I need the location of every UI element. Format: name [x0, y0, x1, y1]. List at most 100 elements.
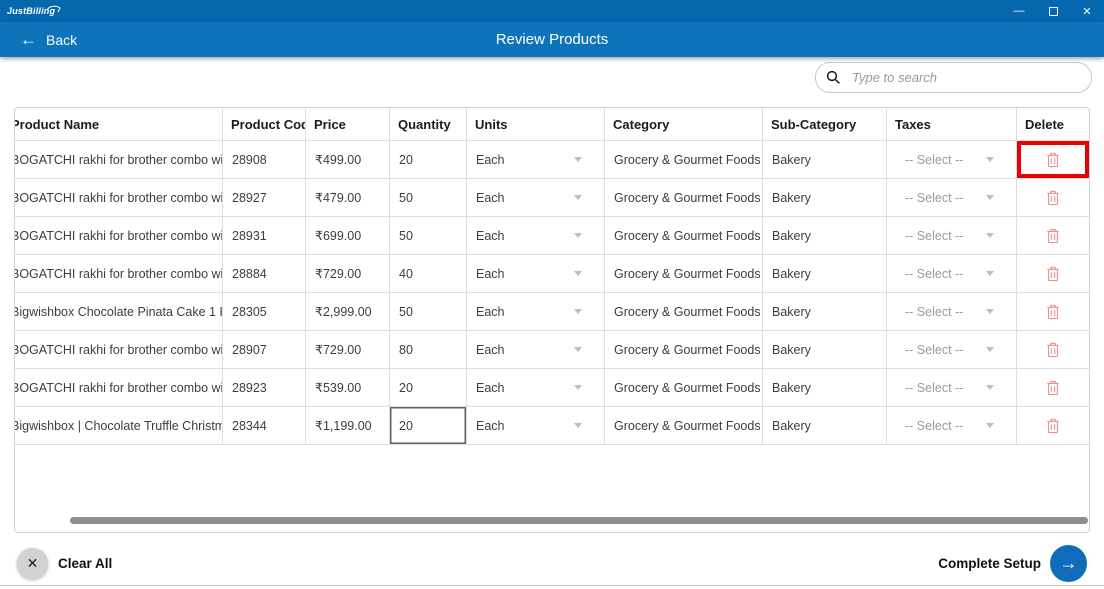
column-header-taxes: Taxes: [887, 108, 1017, 141]
cell-category: Grocery & Gourmet Foods: [605, 407, 763, 445]
taxes-dropdown[interactable]: -- Select --: [887, 217, 1017, 255]
cell-sub-category: Bakery: [763, 331, 887, 369]
close-button[interactable]: ✕: [1070, 0, 1104, 22]
trash-icon: [1047, 304, 1059, 319]
chevron-down-icon: [574, 195, 582, 200]
cell-product-name: BOGATCHI rakhi for brother combo wi...: [15, 141, 223, 179]
cell-product-code: 28927: [223, 179, 306, 217]
cell-price: ₹1,199.00: [306, 407, 390, 445]
cell-price: ₹479.00: [306, 179, 390, 217]
delete-button[interactable]: [1017, 293, 1089, 331]
column-header-units: Units: [467, 108, 605, 141]
trash-icon: [1047, 380, 1059, 395]
taxes-dropdown[interactable]: -- Select --: [887, 293, 1017, 331]
cell-price: ₹699.00: [306, 217, 390, 255]
cell-product-code: 28908: [223, 141, 306, 179]
footer-divider: [0, 585, 1104, 586]
column-header-product-code: Product Code: [223, 108, 306, 141]
column-header-category: Category: [605, 108, 763, 141]
cell-sub-category: Bakery: [763, 293, 887, 331]
taxes-dropdown[interactable]: -- Select --: [887, 331, 1017, 369]
table-body: BOGATCHI rakhi for brother combo wi... 2…: [15, 141, 1089, 445]
delete-button[interactable]: [1017, 217, 1089, 255]
quantity-cell[interactable]: 40: [390, 255, 467, 293]
taxes-dropdown[interactable]: -- Select --: [887, 407, 1017, 445]
units-dropdown[interactable]: Each: [467, 255, 605, 293]
search-box[interactable]: [815, 62, 1092, 93]
trash-icon: [1047, 266, 1059, 281]
trash-icon: [1047, 152, 1059, 167]
taxes-dropdown[interactable]: -- Select --: [887, 179, 1017, 217]
maximize-button[interactable]: [1036, 0, 1070, 22]
clear-all-button[interactable]: ✕ Clear All: [17, 547, 113, 579]
chevron-down-icon: [574, 309, 582, 314]
minimize-button[interactable]: —: [1002, 0, 1036, 22]
chevron-down-icon: [574, 233, 582, 238]
cell-price: ₹729.00: [306, 255, 390, 293]
cell-product-name: Bigwishbox Chocolate Pinata Cake 1 K...: [15, 293, 223, 331]
cell-category: Grocery & Gourmet Foods: [605, 141, 763, 179]
quantity-cell[interactable]: 20: [390, 369, 467, 407]
search-input[interactable]: [850, 69, 1081, 86]
chevron-down-icon: [986, 157, 994, 162]
cell-sub-category: Bakery: [763, 407, 887, 445]
cell-category: Grocery & Gourmet Foods: [605, 369, 763, 407]
delete-button[interactable]: [1017, 255, 1089, 293]
quantity-cell[interactable]: 80: [390, 331, 467, 369]
column-header-product-name: Product Name: [15, 108, 223, 141]
back-arrow-icon: ←: [20, 30, 37, 49]
cell-product-name: BOGATCHI rakhi for brother combo wi...: [15, 369, 223, 407]
units-dropdown[interactable]: Each: [467, 369, 605, 407]
cell-category: Grocery & Gourmet Foods: [605, 331, 763, 369]
close-icon: ✕: [1082, 5, 1092, 18]
complete-setup-button[interactable]: Complete Setup →: [938, 544, 1087, 582]
complete-setup-label: Complete Setup: [938, 555, 1041, 571]
quantity-cell[interactable]: 20: [390, 407, 467, 445]
taxes-dropdown[interactable]: -- Select --: [887, 141, 1017, 179]
delete-button[interactable]: [1017, 407, 1089, 445]
quantity-cell[interactable]: 50: [390, 217, 467, 255]
units-dropdown[interactable]: Each: [467, 141, 605, 179]
clear-all-x-icon: ✕: [17, 547, 48, 579]
taxes-dropdown[interactable]: -- Select --: [887, 255, 1017, 293]
units-dropdown[interactable]: Each: [467, 407, 605, 445]
chevron-down-icon: [574, 157, 582, 162]
trash-icon: [1047, 342, 1059, 357]
clear-all-label: Clear All: [58, 555, 113, 571]
table-row: BOGATCHI rakhi for brother combo wi... 2…: [15, 217, 1089, 255]
trash-icon: [1047, 228, 1059, 243]
cell-product-code: 28923: [223, 369, 306, 407]
cell-product-code: 28884: [223, 255, 306, 293]
back-button[interactable]: ← Back: [20, 22, 77, 57]
quantity-cell[interactable]: 50: [390, 293, 467, 331]
delete-button[interactable]: [1017, 141, 1089, 179]
chevron-down-icon: [986, 271, 994, 276]
delete-button[interactable]: [1017, 369, 1089, 407]
footer-bar: ✕ Clear All Complete Setup →: [0, 541, 1104, 585]
maximize-icon: [1048, 6, 1058, 16]
delete-button[interactable]: [1017, 179, 1089, 217]
minimize-icon: —: [1013, 5, 1025, 17]
delete-button[interactable]: [1017, 331, 1089, 369]
cell-price: ₹539.00: [306, 369, 390, 407]
units-dropdown[interactable]: Each: [467, 293, 605, 331]
table-row: BOGATCHI rakhi for brother combo wi... 2…: [15, 331, 1089, 369]
horizontal-scrollbar-thumb[interactable]: [70, 517, 1088, 524]
units-dropdown[interactable]: Each: [467, 217, 605, 255]
taxes-dropdown[interactable]: -- Select --: [887, 369, 1017, 407]
trash-icon: [1047, 190, 1059, 205]
table-row: BOGATCHI rakhi for brother combo wi... 2…: [15, 141, 1089, 179]
cell-product-code: 28305: [223, 293, 306, 331]
cell-product-code: 28344: [223, 407, 306, 445]
units-dropdown[interactable]: Each: [467, 179, 605, 217]
cell-product-name: BOGATCHI rakhi for brother combo wi...: [15, 179, 223, 217]
quantity-cell[interactable]: 50: [390, 179, 467, 217]
chevron-down-icon: [986, 233, 994, 238]
table-row: BOGATCHI rakhi for brother combo wi... 2…: [15, 369, 1089, 407]
complete-setup-arrow-icon: →: [1050, 544, 1087, 582]
units-dropdown[interactable]: Each: [467, 331, 605, 369]
table-row: Bigwishbox | Chocolate Truffle Christm..…: [15, 407, 1089, 445]
quantity-cell[interactable]: 20: [390, 141, 467, 179]
cell-product-name: BOGATCHI rakhi for brother combo wi...: [15, 255, 223, 293]
table-row: BOGATCHI rakhi for brother combo wi... 2…: [15, 179, 1089, 217]
